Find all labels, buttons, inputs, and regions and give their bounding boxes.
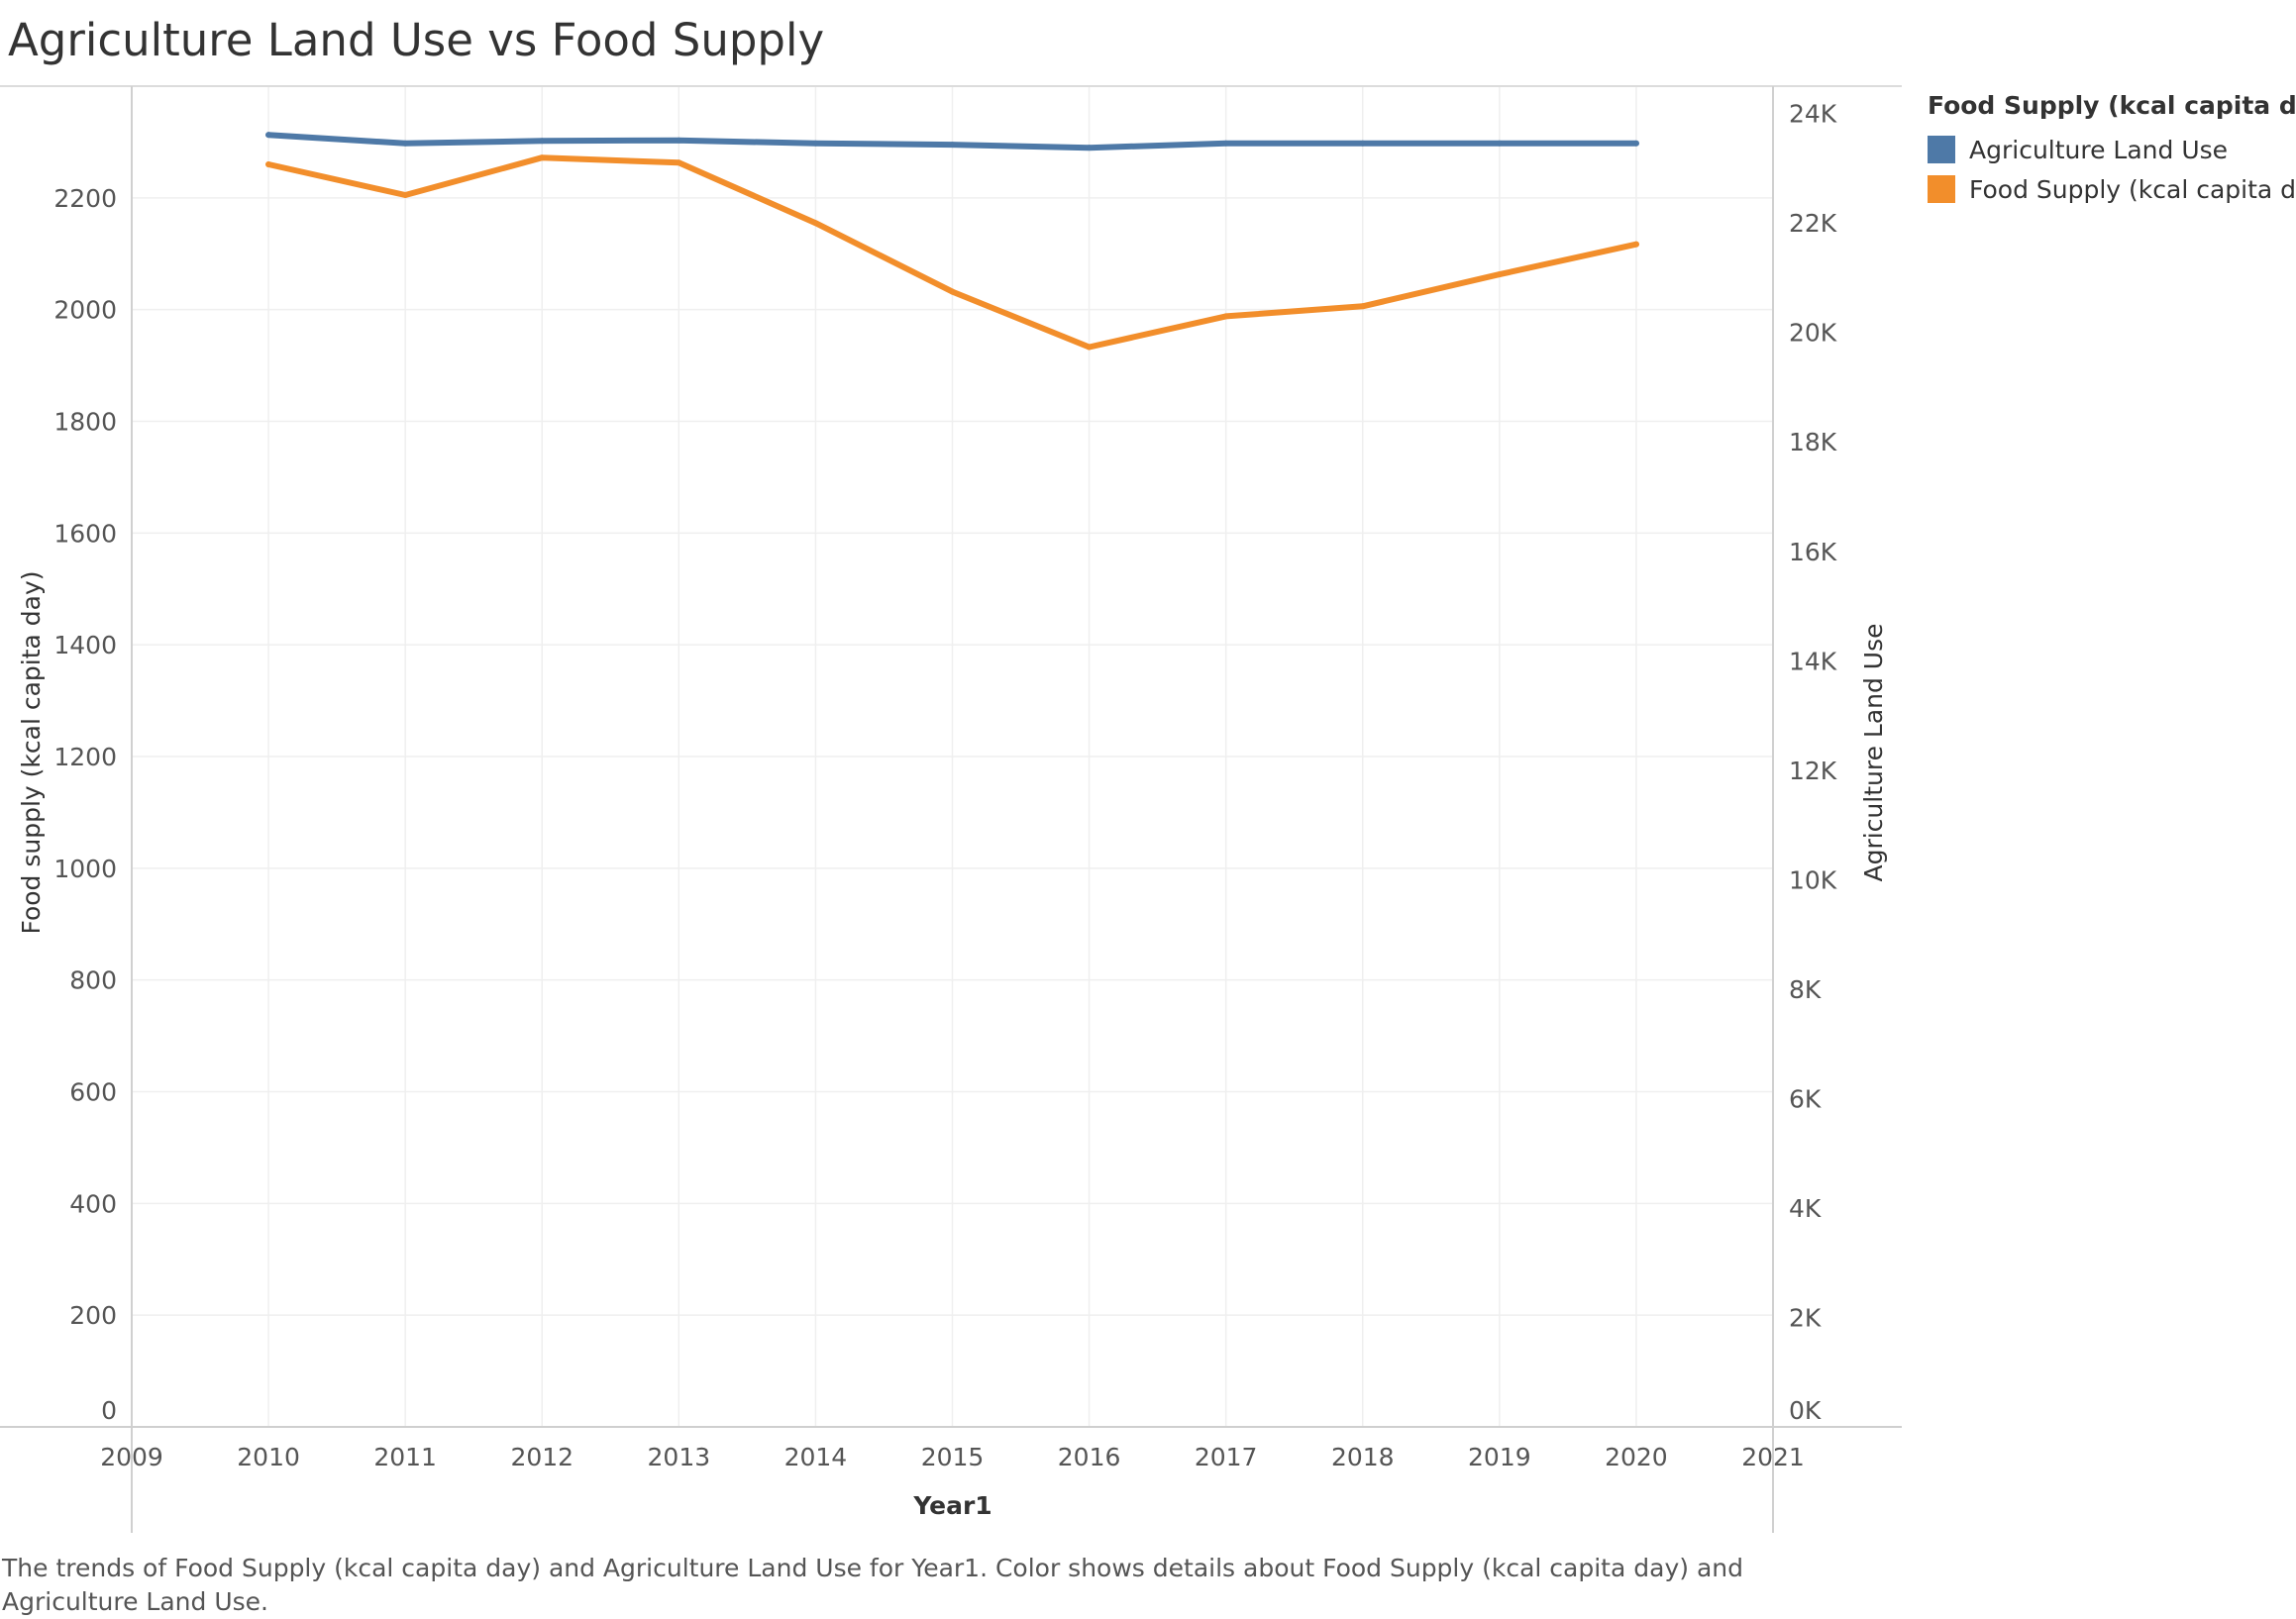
data-point[interactable] bbox=[676, 159, 682, 166]
right-tick-label: 0K bbox=[1789, 1396, 1822, 1425]
left-tick-label: 0 bbox=[101, 1396, 117, 1425]
data-point[interactable] bbox=[1496, 271, 1503, 278]
data-point[interactable] bbox=[1222, 313, 1229, 320]
legend-label: Agriculture Land Use bbox=[1969, 135, 2229, 164]
x-axis-ticks: 2009 2010 2011 2012 2013 2014 2015 2016 2017 2018… bbox=[100, 1443, 1805, 1471]
right-tick-label: 8K bbox=[1789, 975, 1822, 1004]
x-tick-label: 2009 bbox=[100, 1443, 163, 1471]
x-tick-label: 2016 bbox=[1058, 1443, 1121, 1471]
legend-swatch-agriculture-land-use bbox=[1928, 136, 1955, 163]
x-tick-label: 2015 bbox=[921, 1443, 985, 1471]
left-tick-label: 1200 bbox=[53, 743, 117, 771]
left-tick-label: 200 bbox=[69, 1301, 117, 1330]
x-tick-label: 2018 bbox=[1331, 1443, 1395, 1471]
series-layer bbox=[265, 132, 1639, 351]
x-tick-label: 2019 bbox=[1468, 1443, 1531, 1471]
legend-item-agriculture-land-use[interactable]: Agriculture Land Use bbox=[1928, 130, 2296, 169]
data-point[interactable] bbox=[539, 138, 546, 145]
left-tick-label: 2000 bbox=[53, 296, 117, 325]
data-point[interactable] bbox=[949, 142, 956, 149]
right-tick-label: 18K bbox=[1789, 428, 1837, 456]
left-tick-label: 2200 bbox=[53, 184, 117, 213]
x-tick-label: 2017 bbox=[1195, 1443, 1258, 1471]
legend-title: Food Supply (kcal capita day) bbox=[1928, 91, 2296, 120]
left-tick-label: 1400 bbox=[53, 631, 117, 659]
data-point[interactable] bbox=[812, 140, 819, 147]
x-tick-label: 2021 bbox=[1741, 1443, 1805, 1471]
right-tick-label: 14K bbox=[1789, 647, 1837, 675]
left-tick-label: 400 bbox=[69, 1189, 117, 1218]
x-axis-label: Year1 bbox=[912, 1491, 991, 1520]
legend-item-food-supply[interactable]: Food Supply (kcal capita day) bbox=[1928, 169, 2296, 209]
right-tick-label: 22K bbox=[1789, 209, 1837, 238]
legend: Food Supply (kcal capita day) Agricultur… bbox=[1928, 91, 2296, 209]
chart-caption: The trends of Food Supply (kcal capita d… bbox=[2, 1554, 1743, 1616]
data-point[interactable] bbox=[1086, 145, 1093, 152]
chart-title: Agriculture Land Use vs Food Supply bbox=[8, 14, 825, 66]
right-tick-label: 4K bbox=[1789, 1194, 1822, 1223]
data-point[interactable] bbox=[812, 220, 819, 227]
left-tick-label: 1000 bbox=[53, 855, 117, 883]
right-tick-label: 16K bbox=[1789, 538, 1837, 566]
x-tick-label: 2010 bbox=[237, 1443, 300, 1471]
right-tick-label: 24K bbox=[1789, 100, 1837, 129]
left-tick-label: 1600 bbox=[53, 519, 117, 548]
data-point[interactable] bbox=[1632, 140, 1639, 147]
left-tick-label: 600 bbox=[69, 1078, 117, 1107]
right-axis-label: Agriculture Land Use bbox=[1859, 623, 1888, 881]
data-point[interactable] bbox=[402, 192, 409, 199]
legend-label: Food Supply (kcal capita day) bbox=[1969, 174, 2296, 204]
right-tick-label: 2K bbox=[1789, 1303, 1822, 1332]
data-point[interactable] bbox=[1359, 303, 1366, 310]
data-point[interactable] bbox=[1359, 140, 1366, 147]
data-point[interactable] bbox=[265, 160, 272, 167]
chart-frame bbox=[0, 85, 1902, 1533]
gridlines bbox=[132, 86, 1773, 1427]
left-axis-label: Food supply (kcal capita day) bbox=[17, 570, 46, 934]
data-point[interactable] bbox=[1496, 140, 1503, 147]
data-point[interactable] bbox=[676, 137, 682, 144]
right-tick-label: 12K bbox=[1789, 757, 1837, 785]
x-tick-label: 2011 bbox=[373, 1443, 437, 1471]
right-tick-label: 10K bbox=[1789, 865, 1837, 894]
right-tick-label: 20K bbox=[1789, 319, 1837, 348]
data-point[interactable] bbox=[949, 288, 956, 295]
data-point[interactable] bbox=[1086, 344, 1093, 351]
data-point[interactable] bbox=[1632, 241, 1639, 248]
legend-swatch-food-supply bbox=[1928, 175, 1955, 203]
x-tick-label: 2020 bbox=[1605, 1443, 1668, 1471]
right-axis-ticks: 0K 2K 4K 6K 8K 10K 12K 14K 16K 18K 20K 22K 24K bbox=[1789, 100, 1837, 1425]
x-tick-label: 2013 bbox=[648, 1443, 711, 1471]
right-tick-label: 6K bbox=[1789, 1084, 1822, 1113]
data-point[interactable] bbox=[539, 154, 546, 161]
left-axis-ticks: 0 200 400 600 800 1000 1200 1400 1600 1800 2000 220… bbox=[53, 184, 117, 1425]
data-point[interactable] bbox=[265, 132, 272, 139]
x-tick-label: 2014 bbox=[784, 1443, 848, 1471]
x-tick-label: 2012 bbox=[510, 1443, 574, 1471]
left-tick-label: 800 bbox=[69, 966, 117, 995]
data-point[interactable] bbox=[1222, 140, 1229, 147]
left-tick-label: 1800 bbox=[53, 408, 117, 437]
data-point[interactable] bbox=[402, 140, 409, 147]
